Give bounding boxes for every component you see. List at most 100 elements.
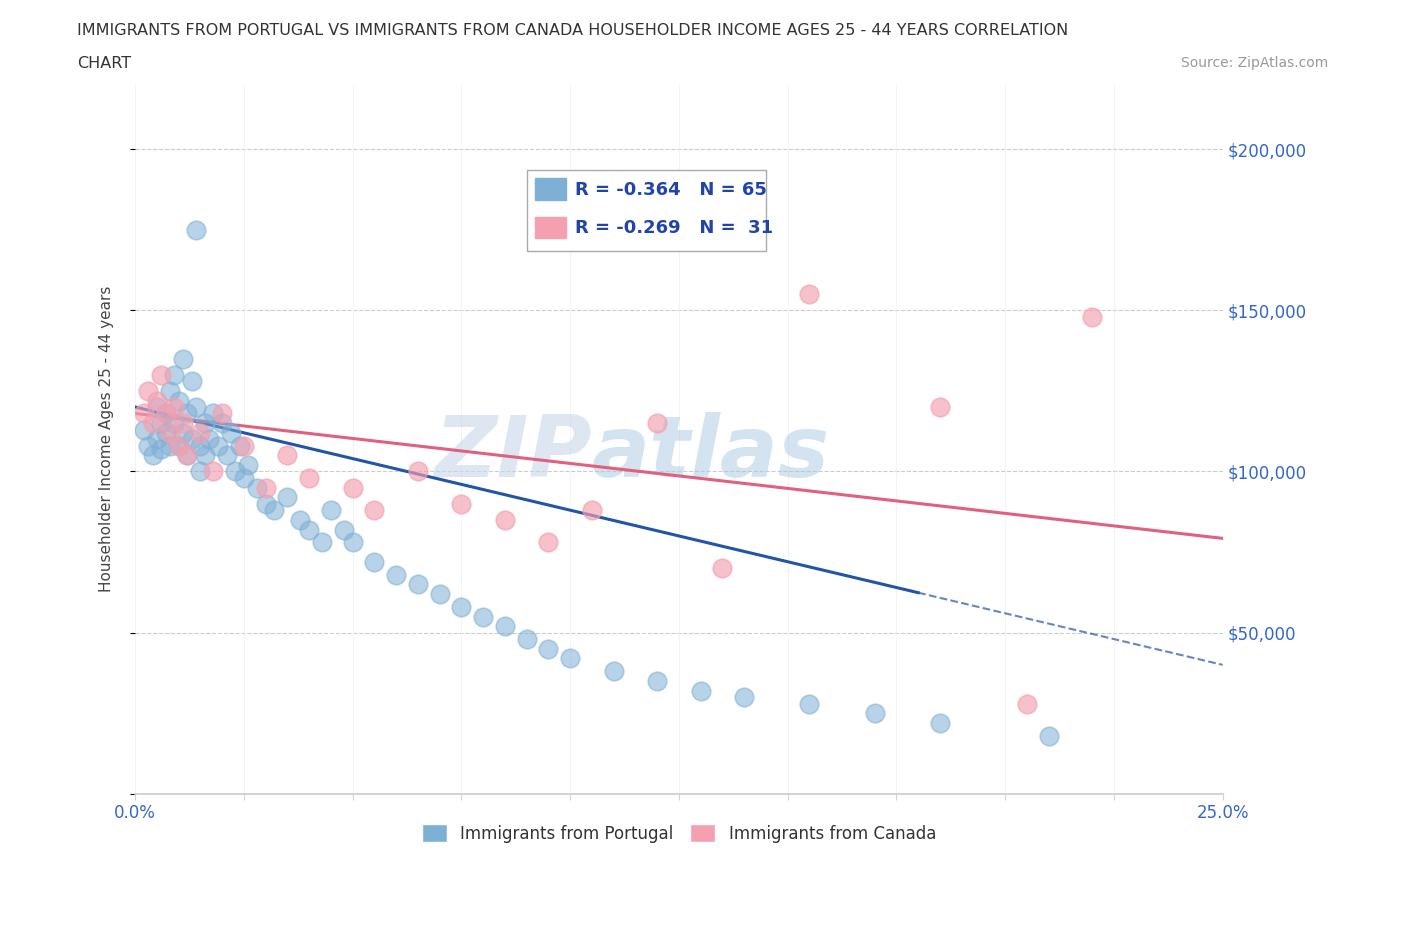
Point	[202, 464, 225, 479]
Point	[184, 400, 207, 415]
Point	[202, 406, 225, 421]
Point	[163, 367, 186, 382]
Point	[146, 393, 169, 408]
FancyBboxPatch shape	[527, 170, 766, 251]
Text: ZIP: ZIP	[434, 412, 592, 495]
Point	[219, 425, 242, 440]
Legend: Immigrants from Portugal, Immigrants from Canada: Immigrants from Portugal, Immigrants fro…	[415, 817, 942, 849]
Point	[246, 480, 269, 495]
Point	[929, 715, 952, 730]
FancyBboxPatch shape	[536, 179, 565, 200]
Point	[429, 587, 451, 602]
Point	[799, 286, 821, 301]
Point	[263, 503, 285, 518]
Point	[172, 416, 194, 431]
Point	[190, 438, 212, 453]
Point	[581, 503, 603, 518]
Text: R = -0.364   N = 65: R = -0.364 N = 65	[575, 180, 766, 199]
Point	[863, 706, 886, 721]
Point	[238, 458, 260, 472]
Point	[159, 425, 181, 440]
Point	[333, 522, 356, 537]
Point	[176, 448, 198, 463]
Point	[537, 642, 560, 657]
Point	[159, 438, 181, 453]
Point	[180, 374, 202, 389]
Point	[298, 471, 321, 485]
Point	[276, 490, 298, 505]
Point	[450, 497, 472, 512]
Point	[342, 535, 364, 550]
Point	[194, 448, 217, 463]
Text: Source: ZipAtlas.com: Source: ZipAtlas.com	[1181, 56, 1329, 70]
Point	[290, 512, 312, 527]
Point	[494, 512, 516, 527]
Point	[146, 400, 169, 415]
Point	[184, 222, 207, 237]
Point	[342, 480, 364, 495]
Point	[560, 651, 582, 666]
Point	[159, 383, 181, 398]
Point	[385, 567, 408, 582]
Point	[163, 400, 186, 415]
Point	[363, 503, 385, 518]
Point	[276, 448, 298, 463]
Point	[167, 438, 190, 453]
Point	[406, 464, 429, 479]
Point	[172, 425, 194, 440]
Point	[711, 561, 734, 576]
Point	[1038, 728, 1060, 743]
Point	[198, 432, 221, 446]
Point	[167, 438, 190, 453]
Point	[363, 554, 385, 569]
Point	[1015, 696, 1038, 711]
Point	[190, 425, 212, 440]
Point	[799, 696, 821, 711]
Point	[163, 416, 186, 431]
Point	[254, 497, 277, 512]
Point	[472, 609, 495, 624]
Point	[136, 383, 159, 398]
Point	[150, 416, 173, 431]
Point	[494, 618, 516, 633]
Point	[319, 503, 342, 518]
Point	[150, 367, 173, 382]
Point	[254, 480, 277, 495]
FancyBboxPatch shape	[536, 217, 565, 238]
Point	[167, 393, 190, 408]
Point	[146, 432, 169, 446]
Point	[602, 664, 624, 679]
Point	[645, 673, 668, 688]
Point	[232, 438, 254, 453]
Y-axis label: Householder Income Ages 25 - 44 years: Householder Income Ages 25 - 44 years	[100, 286, 114, 592]
Point	[207, 438, 229, 453]
Point	[406, 577, 429, 591]
Point	[1081, 310, 1104, 325]
Point	[190, 464, 212, 479]
Point	[516, 631, 538, 646]
Point	[211, 406, 233, 421]
Point	[132, 422, 155, 437]
Point	[132, 406, 155, 421]
Text: CHART: CHART	[77, 56, 131, 71]
Point	[215, 448, 238, 463]
Point	[194, 416, 217, 431]
Point	[232, 471, 254, 485]
Text: IMMIGRANTS FROM PORTUGAL VS IMMIGRANTS FROM CANADA HOUSEHOLDER INCOME AGES 25 - : IMMIGRANTS FROM PORTUGAL VS IMMIGRANTS F…	[77, 23, 1069, 38]
Point	[155, 406, 177, 421]
Point	[298, 522, 321, 537]
Point	[311, 535, 333, 550]
Point	[228, 438, 250, 453]
Point	[733, 690, 755, 705]
Point	[224, 464, 246, 479]
Point	[450, 600, 472, 615]
Point	[150, 442, 173, 457]
Point	[176, 448, 198, 463]
Point	[142, 416, 165, 431]
Point	[176, 406, 198, 421]
Point	[155, 406, 177, 421]
Point	[645, 416, 668, 431]
Text: R = -0.269   N =  31: R = -0.269 N = 31	[575, 219, 773, 237]
Point	[172, 352, 194, 366]
Point	[180, 432, 202, 446]
